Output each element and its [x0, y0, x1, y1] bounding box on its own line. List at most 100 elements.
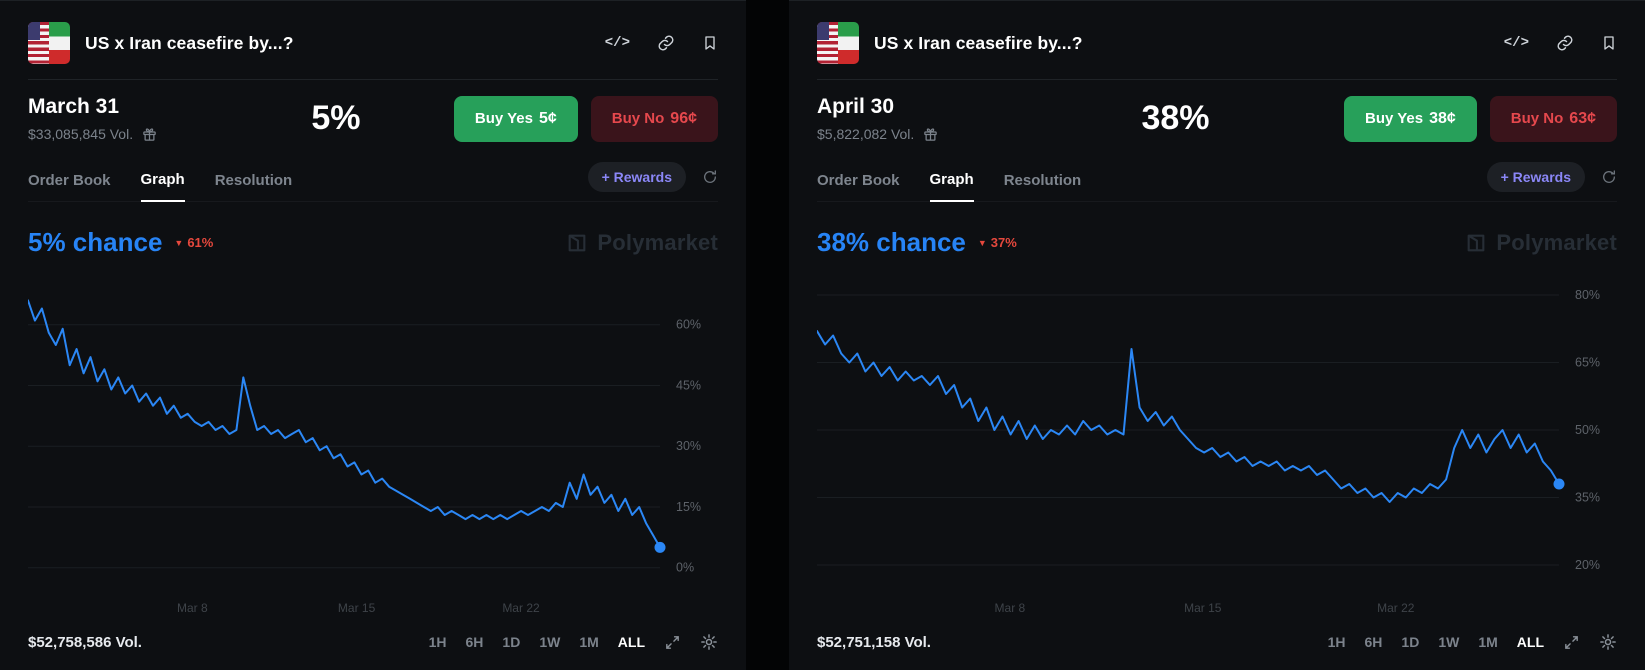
range-1w[interactable]: 1W — [1438, 634, 1460, 650]
range-6h[interactable]: 6H — [1364, 634, 1383, 650]
svg-text:65%: 65% — [1575, 356, 1600, 370]
range-1w[interactable]: 1W — [539, 634, 561, 650]
tab-graph[interactable]: Graph — [929, 171, 974, 202]
svg-text:20%: 20% — [1575, 558, 1600, 572]
range-selector: 1H 6H 1D 1W 1M ALL — [429, 633, 718, 651]
polymarket-wordmark: Polymarket — [1496, 229, 1617, 255]
chance-label: 38% chance — [817, 227, 966, 257]
chance-value: 5% — [311, 99, 361, 137]
tab-order-book[interactable]: Order Book — [817, 172, 900, 189]
svg-text:80%: 80% — [1575, 288, 1600, 302]
tab-resolution[interactable]: Resolution — [214, 172, 293, 189]
rewards-button[interactable]: + Rewards — [1486, 162, 1585, 192]
rewards-button[interactable]: + Rewards — [587, 162, 686, 192]
market-volume-row: $5,822,082 Vol. — [817, 126, 1007, 142]
gift-icon — [923, 127, 938, 142]
range-1h[interactable]: 1H — [1327, 634, 1346, 650]
buy-no-price: 63¢ — [1569, 109, 1596, 127]
range-6h[interactable]: 6H — [465, 634, 484, 650]
bookmark-icon[interactable] — [1601, 34, 1617, 52]
header-divider — [817, 79, 1617, 80]
buy-yes-button[interactable]: Buy Yes 38¢ — [1343, 95, 1477, 142]
market-icon — [817, 22, 859, 64]
refresh-icon[interactable] — [1601, 169, 1617, 185]
svg-text:0%: 0% — [676, 561, 694, 575]
panel-header: US x Iran ceasefire by...? </> — [817, 1, 1617, 64]
market-title: US x Iran ceasefire by...? — [85, 32, 294, 53]
range-1d[interactable]: 1D — [502, 634, 521, 650]
tab-bar: Order Book Graph Resolution + Rewards — [817, 162, 1617, 202]
panel-header: US x Iran ceasefire by...? </> — [28, 1, 718, 64]
svg-text:Mar 15: Mar 15 — [1184, 601, 1222, 615]
range-1m[interactable]: 1M — [579, 634, 599, 650]
expand-icon[interactable] — [664, 634, 681, 651]
tab-graph[interactable]: Graph — [140, 171, 185, 202]
tab-order-book[interactable]: Order Book — [28, 172, 111, 189]
total-volume: $52,751,158 Vol. — [817, 633, 931, 651]
tab-resolution[interactable]: Resolution — [1003, 172, 1082, 189]
svg-text:Mar 15: Mar 15 — [338, 601, 376, 615]
settings-gear-icon[interactable] — [700, 633, 718, 651]
polymarket-wordmark: Polymarket — [597, 229, 718, 255]
buy-yes-label: Buy Yes — [1364, 110, 1424, 127]
settings-gear-icon[interactable] — [1599, 633, 1617, 651]
svg-text:Mar 22: Mar 22 — [1377, 601, 1415, 615]
bookmark-icon[interactable] — [702, 34, 718, 52]
buy-no-label: Buy No — [1510, 110, 1564, 127]
svg-text:50%: 50% — [1575, 423, 1600, 437]
buy-no-button[interactable]: Buy No 63¢ — [1489, 95, 1617, 142]
svg-text:Mar 8: Mar 8 — [995, 601, 1026, 615]
polymarket-logo-icon — [566, 232, 588, 254]
total-volume: $52,758,586 Vol. — [28, 633, 142, 651]
market-date: April 30 — [817, 95, 895, 118]
chart-area[interactable]: 80% 65% 50% 35% 20% Mar 8 Mar 15 Mar 22 — [816, 268, 1617, 625]
chance-value: 38% — [1141, 99, 1210, 137]
tab-bar: Order Book Graph Resolution + Rewards — [28, 162, 718, 202]
market-row: April 30 $5,822,082 Vol. 38% Buy Yes 38¢… — [817, 95, 1617, 142]
svg-text:Mar 22: Mar 22 — [502, 601, 540, 615]
market-date-block: March 31 $33,085,845 Vol. — [28, 95, 218, 142]
market-panel-march: US x Iran ceasefire by...? </> March 31 … — [0, 0, 746, 670]
link-icon[interactable] — [1556, 34, 1574, 52]
iran-flag-icon — [49, 22, 70, 64]
tab-bar-actions: + Rewards — [587, 162, 718, 201]
tab-bar-actions: + Rewards — [1486, 162, 1617, 201]
svg-text:60%: 60% — [676, 318, 701, 332]
svg-text:30%: 30% — [676, 439, 701, 453]
buy-yes-button[interactable]: Buy Yes 5¢ — [453, 95, 578, 142]
polymarket-watermark: Polymarket — [1465, 230, 1617, 256]
embed-code-icon[interactable]: </> — [1503, 35, 1529, 51]
chance-change-value: 61% — [187, 235, 214, 250]
polymarket-watermark: Polymarket — [566, 230, 718, 256]
us-flag-icon — [28, 22, 49, 64]
svg-text:Mar 8: Mar 8 — [177, 601, 208, 615]
us-flag-icon — [817, 22, 838, 64]
chance-row: 38% chance ▼ 37% Polymarket — [817, 227, 1617, 258]
header-actions: </> — [605, 34, 718, 52]
range-all[interactable]: ALL — [617, 634, 645, 650]
header-divider — [28, 79, 718, 80]
range-all[interactable]: ALL — [1516, 634, 1544, 650]
market-row: March 31 $33,085,845 Vol. 5% Buy Yes 5¢ … — [28, 95, 718, 142]
expand-icon[interactable] — [1563, 634, 1580, 651]
chance-change: ▼ 61% — [174, 235, 213, 250]
embed-code-icon[interactable]: </> — [604, 35, 630, 51]
trade-buttons: Buy Yes 38¢ Buy No 63¢ — [1343, 95, 1617, 142]
range-1d[interactable]: 1D — [1401, 634, 1420, 650]
range-1m[interactable]: 1M — [1478, 634, 1498, 650]
buy-no-button[interactable]: Buy No 96¢ — [590, 95, 718, 142]
chart-area[interactable]: 60% 45% 30% 15% 0% Mar 8 Mar 15 Mar 22 — [27, 268, 718, 625]
market-icon — [28, 22, 70, 64]
down-triangle-icon: ▼ — [174, 237, 184, 248]
refresh-icon[interactable] — [702, 169, 718, 185]
header-actions: </> — [1504, 34, 1617, 52]
svg-text:15%: 15% — [676, 500, 701, 514]
chance-change: ▼ 37% — [978, 235, 1017, 250]
market-volume: $33,085,845 Vol. — [28, 126, 134, 142]
gift-icon — [142, 127, 157, 142]
link-icon[interactable] — [657, 34, 675, 52]
chance-row: 5% chance ▼ 61% Polymarket — [28, 227, 718, 258]
market-panel-april: US x Iran ceasefire by...? </> April 30 … — [789, 0, 1645, 670]
bottom-bar: $52,751,158 Vol. 1H 6H 1D 1W 1M ALL — [817, 625, 1617, 670]
range-1h[interactable]: 1H — [428, 634, 447, 650]
